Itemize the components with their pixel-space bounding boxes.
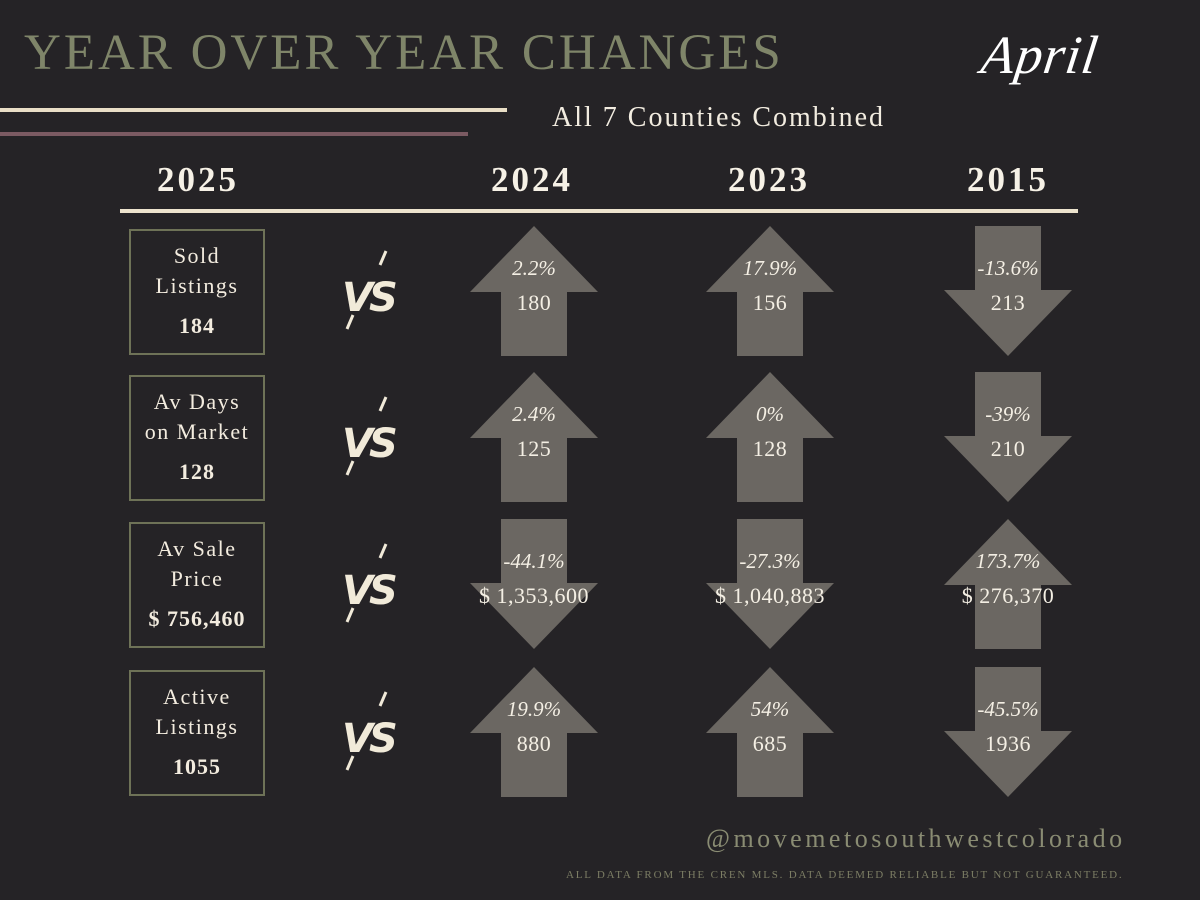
vs-icon: VS: [340, 542, 400, 632]
arrow-up-icon: 173.7% $ 276,370: [944, 519, 1072, 649]
metric-box: Av Sale Price $ 756,460: [129, 522, 265, 648]
prior-value: $ 276,370: [961, 583, 1055, 608]
year-compare-2: 2023: [728, 160, 810, 199]
disclaimer: ALL DATA FROM THE CREN MLS. DATA DEEMED …: [566, 869, 1124, 881]
arrow-down-icon: -44.1% $ 1,353,600: [470, 519, 598, 649]
divider-mauve: [0, 132, 468, 136]
year-compare-1: 2024: [491, 160, 573, 199]
prior-value: 685: [752, 731, 788, 756]
metric-label: Av Days on Market: [144, 389, 250, 444]
arrow-down-icon: -27.3% $ 1,040,883: [706, 519, 834, 649]
vs-icon: VS: [340, 690, 400, 780]
arrow-up-icon: 19.9% 880: [470, 667, 598, 797]
metric-box: Sold Listings 184: [129, 229, 265, 355]
prior-value: 210: [990, 436, 1026, 461]
vs-text: VS: [342, 568, 396, 614]
arrow-up-icon: 54% 685: [706, 667, 834, 797]
arrow-up-icon: 2.2% 180: [470, 226, 598, 356]
change-percent: 173.7%: [975, 549, 1041, 573]
metric-value: 184: [179, 313, 215, 338]
change-percent: 2.2%: [512, 256, 556, 280]
prior-value: 1936: [985, 731, 1031, 756]
metric-box: Av Days on Market 128: [129, 375, 265, 501]
subtitle: All 7 Counties Combined: [552, 102, 885, 133]
year-compare-3: 2015: [967, 160, 1049, 199]
arrow-down-icon: -13.6% 213: [944, 226, 1072, 356]
change-percent: -13.6%: [977, 256, 1039, 280]
arrow-up-icon: 0% 128: [706, 372, 834, 502]
metric-value: 1055: [173, 754, 221, 779]
arrow-down-icon: -45.5% 1936: [944, 667, 1072, 797]
arrow-down-icon: -39% 210: [944, 372, 1072, 502]
prior-value: 128: [752, 436, 788, 461]
divider-cream: [0, 108, 507, 112]
metric-label: Av Sale Price: [157, 536, 237, 591]
change-percent: -45.5%: [977, 697, 1039, 721]
metric-box: Active Listings 1055: [129, 670, 265, 796]
prior-value: 156: [752, 290, 788, 315]
year-current: 2025: [157, 160, 239, 199]
prior-value: 213: [990, 290, 1026, 315]
vs-text: VS: [342, 421, 396, 467]
arrow-up-icon: 2.4% 125: [470, 372, 598, 502]
prior-value: 880: [516, 731, 552, 756]
vs-icon: VS: [340, 249, 400, 339]
change-percent: 2.4%: [512, 402, 556, 426]
vs-text: VS: [342, 275, 396, 321]
vs-text: VS: [342, 716, 396, 762]
change-percent: 54%: [750, 697, 790, 721]
change-percent: -39%: [985, 402, 1031, 426]
change-percent: 19.9%: [506, 697, 562, 721]
metric-label: Active Listings: [155, 684, 239, 739]
arrow-up-icon: 17.9% 156: [706, 226, 834, 356]
page-title: YEAR OVER YEAR CHANGES: [24, 25, 784, 81]
month-label: April: [977, 25, 1103, 85]
social-handle: @movemetosouthwestcolorado: [706, 824, 1126, 853]
change-percent: -44.1%: [503, 549, 565, 573]
prior-value: 125: [516, 436, 552, 461]
change-percent: 17.9%: [742, 256, 798, 280]
change-percent: 0%: [756, 402, 784, 426]
change-percent: -27.3%: [739, 549, 801, 573]
header-rule: [120, 209, 1078, 213]
metric-label: Sold Listings: [155, 243, 239, 298]
prior-value: $ 1,353,600: [479, 583, 589, 608]
prior-value: $ 1,040,883: [715, 583, 825, 608]
metric-value: $ 756,460: [148, 606, 246, 631]
prior-value: 180: [516, 290, 552, 315]
metric-value: 128: [179, 459, 215, 484]
vs-icon: VS: [340, 395, 400, 485]
